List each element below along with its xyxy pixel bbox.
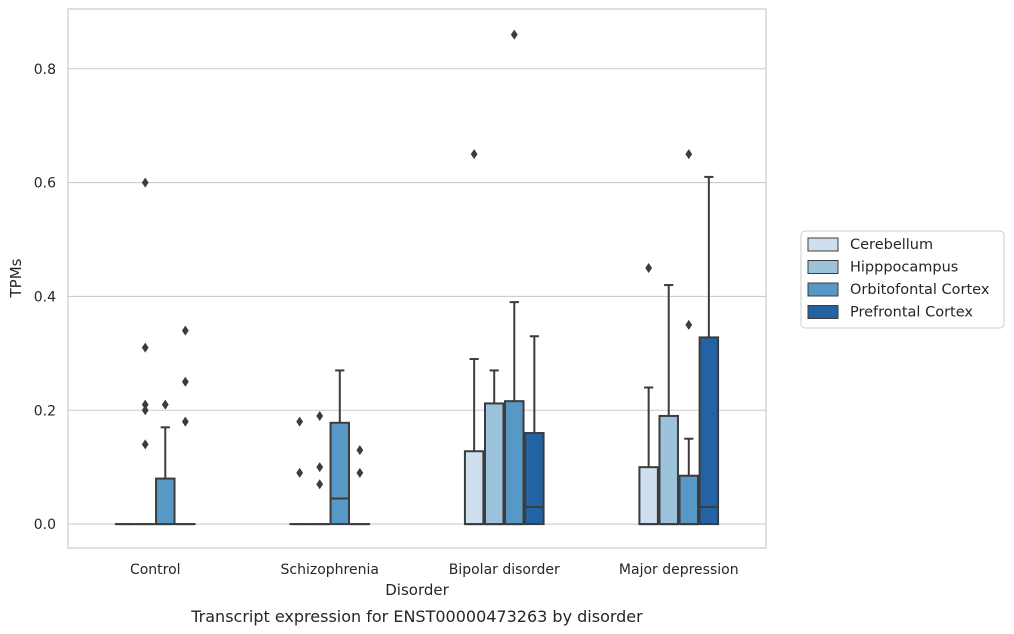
outlier-point [356,467,364,478]
outlier-point [685,319,693,330]
x-tick-label: Major depression [619,562,739,578]
outlier-point [141,405,149,416]
box-iqr [658,414,679,526]
legend-swatch [807,282,839,297]
y-axis-ticks: 0.0 0.2 0.4 0.6 0.8 [34,62,56,533]
box-group [463,149,485,526]
box-iqr [678,474,700,526]
box-iqr [504,400,525,526]
box-group [638,262,659,526]
box-group [483,369,505,526]
outlier-point [645,262,653,273]
outlier-point [141,439,149,450]
outlier-point [296,467,304,478]
box-iqr [698,336,720,526]
outlier-point [181,376,189,387]
box-group [329,369,351,526]
box-group [678,149,700,526]
x-axis-label: Disorder [385,581,449,599]
outlier-point [316,462,324,473]
legend-frame [800,230,1005,329]
outlier-point [141,177,149,188]
outlier-point [296,416,304,427]
y-tick-label: 0.2 [34,403,56,419]
box-group [504,29,525,526]
box-iqr [463,450,485,526]
legend-swatch [807,305,839,319]
box-group [658,284,679,526]
legend-swatch [807,237,839,252]
outlier-point [510,29,518,40]
x-tick-label: Control [130,562,181,578]
outlier-point [316,410,324,421]
box-group [698,175,720,526]
box-layer [114,29,720,526]
box-group [155,399,176,526]
legend-label: Orbitofontal Cortex [850,282,990,298]
x-axis-ticks: Control Schizophrenia Bipolar disorder Majo… [130,562,739,578]
outlier-point [181,325,189,336]
box-group [289,416,310,526]
x-tick-label: Schizophrenia [281,562,379,578]
outlier-point [356,445,364,456]
outlier-point [470,149,478,160]
y-tick-label: 0.0 [34,517,56,533]
y-tick-label: 0.6 [34,176,56,192]
box-iqr [638,466,659,526]
outlier-point [316,479,324,490]
y-axis-label: TPMs [7,258,25,298]
box-group [134,177,156,526]
box-iqr [155,477,176,526]
legend-swatch [807,260,839,274]
legend-label: Hipppocampus [850,260,958,276]
outlier-point [141,342,149,353]
outlier-point [181,416,189,427]
box-group [309,410,330,526]
legend-label: Cerebellum [850,237,933,253]
outlier-point [141,399,149,410]
box-iqr [524,432,545,526]
box-group [349,445,371,526]
outlier-point [685,149,693,160]
box-group [524,335,545,526]
box-iqr [329,421,351,526]
outlier-point [161,399,169,410]
y-tick-label: 0.8 [34,62,56,78]
legend: Cerebellum Hipppocampus Orbitofontal Corte… [800,230,1005,329]
box-iqr [483,402,505,526]
chart-title: Transcript expression for ENST0000047326… [190,607,643,626]
plot-frame [67,8,767,549]
box-group [175,325,196,526]
x-tick-label: Bipolar disorder [449,562,560,578]
y-tick-label: 0.4 [34,289,56,305]
legend-label: Prefrontal Cortex [850,305,973,321]
